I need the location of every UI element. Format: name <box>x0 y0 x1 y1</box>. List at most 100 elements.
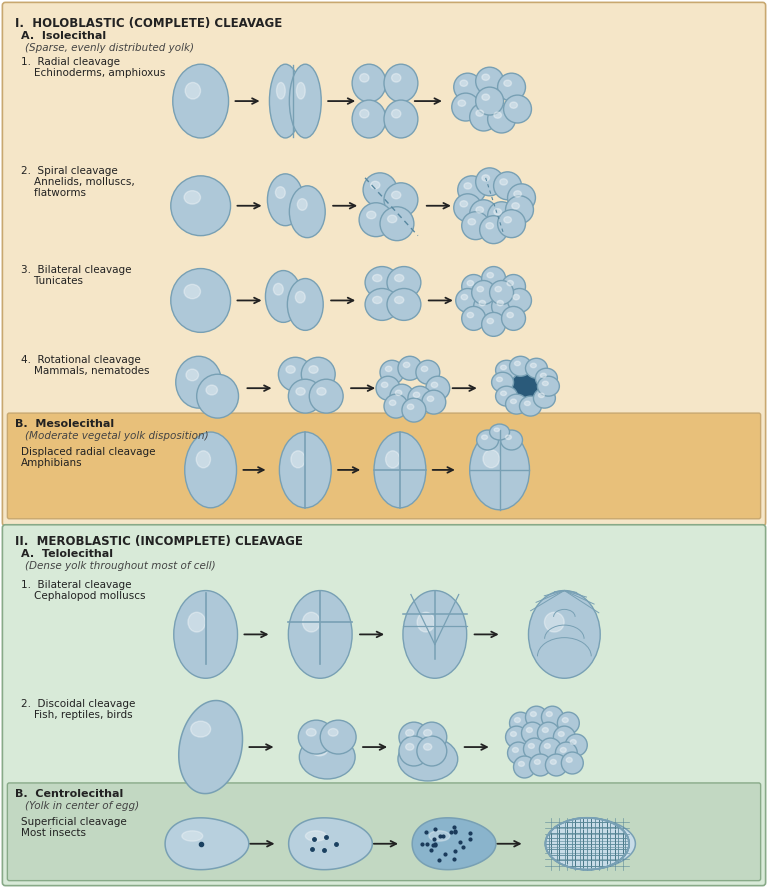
Ellipse shape <box>542 381 548 385</box>
Ellipse shape <box>296 387 305 395</box>
Ellipse shape <box>372 296 382 303</box>
Ellipse shape <box>500 179 508 185</box>
Ellipse shape <box>298 720 334 754</box>
Ellipse shape <box>495 360 518 380</box>
Ellipse shape <box>300 735 355 779</box>
Ellipse shape <box>511 399 516 403</box>
Ellipse shape <box>398 737 458 781</box>
FancyBboxPatch shape <box>8 413 760 519</box>
Ellipse shape <box>297 198 307 210</box>
Ellipse shape <box>477 287 484 292</box>
Ellipse shape <box>525 401 531 406</box>
Ellipse shape <box>534 388 555 409</box>
Ellipse shape <box>504 95 531 123</box>
Text: 1.  Bilateral cleavage: 1. Bilateral cleavage <box>22 579 132 589</box>
Ellipse shape <box>494 172 521 199</box>
Ellipse shape <box>413 392 420 398</box>
Text: A.  Telolecithal: A. Telolecithal <box>22 548 114 559</box>
Ellipse shape <box>526 727 532 732</box>
Ellipse shape <box>303 612 320 632</box>
Ellipse shape <box>515 717 521 723</box>
Ellipse shape <box>387 267 421 298</box>
Ellipse shape <box>551 759 556 765</box>
Ellipse shape <box>565 734 588 756</box>
Ellipse shape <box>570 740 576 744</box>
Text: Cephalopod molluscs: Cephalopod molluscs <box>22 591 146 601</box>
Ellipse shape <box>296 291 305 303</box>
Ellipse shape <box>475 67 504 95</box>
Ellipse shape <box>403 591 467 678</box>
Ellipse shape <box>561 752 583 774</box>
Text: 2.  Spiral cleavage: 2. Spiral cleavage <box>22 166 118 176</box>
Polygon shape <box>289 818 372 870</box>
Ellipse shape <box>388 215 397 222</box>
Ellipse shape <box>538 393 545 398</box>
Ellipse shape <box>352 64 386 102</box>
Ellipse shape <box>521 722 544 744</box>
Text: A.  Isolecithal: A. Isolecithal <box>22 31 107 41</box>
Ellipse shape <box>417 612 435 632</box>
Ellipse shape <box>470 430 529 510</box>
Ellipse shape <box>392 109 401 118</box>
Text: 2.  Discoidal cleavage: 2. Discoidal cleavage <box>22 700 136 709</box>
Ellipse shape <box>429 830 450 841</box>
Ellipse shape <box>301 357 335 392</box>
Ellipse shape <box>276 187 285 198</box>
FancyBboxPatch shape <box>2 3 766 526</box>
Ellipse shape <box>490 280 514 304</box>
Ellipse shape <box>458 176 485 204</box>
Text: I.  HOLOBLASTIC (COMPLETE) CLEAVAGE: I. HOLOBLASTIC (COMPLETE) CLEAVAGE <box>15 17 283 30</box>
Ellipse shape <box>462 212 490 239</box>
Ellipse shape <box>399 722 429 752</box>
Ellipse shape <box>541 706 564 728</box>
Ellipse shape <box>525 359 548 378</box>
Ellipse shape <box>558 732 564 737</box>
Text: B.  Mesolecithal: B. Mesolecithal <box>15 419 114 429</box>
Ellipse shape <box>267 174 303 226</box>
Text: 1.  Radial cleavage: 1. Radial cleavage <box>22 57 121 68</box>
Ellipse shape <box>464 182 472 189</box>
Ellipse shape <box>461 295 468 300</box>
Ellipse shape <box>460 200 468 207</box>
Text: Fish, reptiles, birds: Fish, reptiles, birds <box>22 710 133 720</box>
Ellipse shape <box>507 312 514 318</box>
Ellipse shape <box>545 754 568 776</box>
Ellipse shape <box>359 109 369 118</box>
Ellipse shape <box>513 295 519 300</box>
Ellipse shape <box>490 424 509 440</box>
Ellipse shape <box>386 451 400 468</box>
Ellipse shape <box>483 449 499 468</box>
Ellipse shape <box>504 216 511 222</box>
Text: flatworms: flatworms <box>22 188 86 198</box>
FancyBboxPatch shape <box>8 783 760 880</box>
Ellipse shape <box>560 748 566 752</box>
Ellipse shape <box>524 738 545 760</box>
Ellipse shape <box>290 186 325 238</box>
Ellipse shape <box>454 73 482 101</box>
Ellipse shape <box>423 730 432 736</box>
Ellipse shape <box>288 591 352 678</box>
Ellipse shape <box>174 591 237 678</box>
Ellipse shape <box>494 428 499 432</box>
Ellipse shape <box>328 729 338 736</box>
Ellipse shape <box>535 759 541 765</box>
Ellipse shape <box>384 64 418 102</box>
Ellipse shape <box>462 306 485 330</box>
Ellipse shape <box>502 306 525 330</box>
Ellipse shape <box>518 762 525 766</box>
Text: Amphibians: Amphibians <box>22 458 83 468</box>
Ellipse shape <box>363 173 397 206</box>
Ellipse shape <box>421 366 428 371</box>
Ellipse shape <box>531 363 536 368</box>
Ellipse shape <box>505 394 528 414</box>
Ellipse shape <box>359 203 393 237</box>
Ellipse shape <box>504 80 511 86</box>
Ellipse shape <box>422 390 445 414</box>
Ellipse shape <box>452 93 480 121</box>
Ellipse shape <box>470 199 498 228</box>
Ellipse shape <box>494 208 502 215</box>
Ellipse shape <box>197 451 210 468</box>
Ellipse shape <box>395 296 404 303</box>
Ellipse shape <box>501 391 507 395</box>
Ellipse shape <box>467 312 474 318</box>
